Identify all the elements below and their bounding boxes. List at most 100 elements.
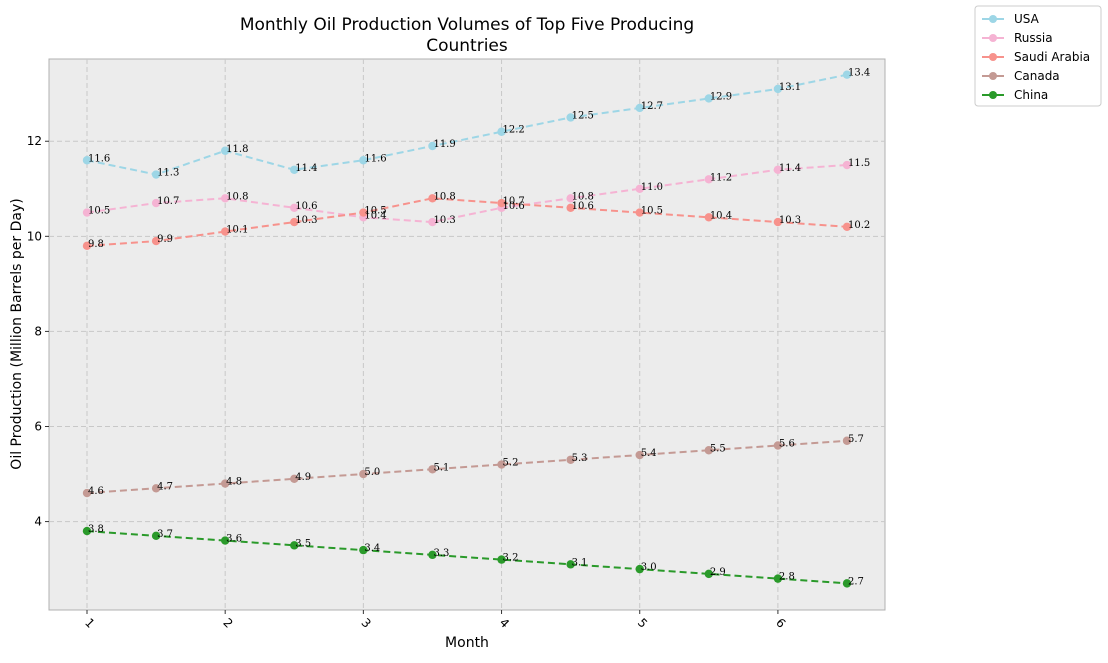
legend-item-saudi-arabia: Saudi Arabia [982,50,1090,64]
series-saudi-arabia [82,194,852,251]
data-point-saudi-arabia [773,217,783,227]
data-point-usa [497,127,506,136]
legend-item-canada: Canada [982,69,1060,83]
legend-marker-russia [989,34,997,42]
legend-marker-china [989,91,997,99]
data-point-usa [290,165,299,174]
data-point-usa [359,156,368,165]
data-point-usa [428,141,437,151]
data-label-russia: 10.6 [295,201,317,212]
data-label-usa: 11.8 [226,144,248,155]
data-label-saudi-arabia: 10.8 [433,191,455,202]
data-label-russia: 10.5 [88,206,110,217]
data-point-china [635,564,644,574]
data-point-saudi-arabia [151,236,161,246]
data-label-china: 3.6 [226,534,242,545]
data-point-saudi-arabia [82,241,92,251]
series-line-russia [86,164,848,224]
data-label-saudi-arabia: 10.3 [295,215,317,226]
legend-label-usa: USA [1014,12,1040,26]
data-label-saudi-arabia: 10.5 [364,206,386,217]
data-point-russia [428,217,437,227]
legend-marker-saudi-arabia [989,53,997,61]
data-point-canada [220,479,230,488]
data-point-russia [704,175,714,184]
data-label-russia: 11.5 [848,158,870,169]
data-point-china [220,536,230,545]
data-label-russia: 10.4 [364,210,386,221]
data-point-saudi-arabia [635,208,644,217]
data-label-saudi-arabia: 10.7 [503,196,525,207]
data-label-canada: 5.5 [710,443,726,454]
data-label-russia: 11.4 [779,163,801,174]
plot-area [48,58,886,611]
y-axis-label: Oil Production (Million Barrels per Day) [9,198,25,469]
data-label-canada: 4.7 [157,481,173,492]
data-label-china: 3.7 [157,529,173,540]
data-label-china: 3.3 [433,548,449,559]
data-label-russia: 10.7 [157,196,179,207]
series-layer [82,70,852,588]
x-tick-label: 6 [773,616,788,631]
data-label-china: 3.8 [88,524,104,535]
data-label-canada: 4.9 [295,472,311,483]
series-usa [82,70,852,179]
data-point-usa [566,113,575,122]
data-point-china [497,555,506,564]
data-point-china [359,545,368,555]
data-label-canada: 5.3 [572,453,588,464]
data-label-china: 3.0 [641,562,657,573]
data-label-usa: 12.9 [710,91,732,102]
data-point-canada [290,474,299,483]
data-label-saudi-arabia: 10.6 [572,201,594,212]
data-label-russia: 10.6 [503,201,525,212]
data-label-russia: 10.3 [433,215,455,226]
data-point-usa [151,170,161,179]
data-point-russia [635,184,644,193]
data-point-saudi-arabia [566,203,575,213]
data-label-saudi-arabia: 9.8 [88,239,104,250]
data-label-usa: 13.1 [779,82,801,93]
data-point-usa [635,103,644,113]
data-point-saudi-arabia [497,198,506,208]
data-point-russia [773,165,783,174]
data-label-canada: 5.1 [433,462,449,473]
data-label-china: 3.1 [572,557,588,568]
legend-item-russia: Russia [982,31,1053,45]
data-label-china: 3.4 [364,543,380,554]
data-label-russia: 11.0 [641,182,663,193]
legend-label-saudi-arabia: Saudi Arabia [1014,50,1090,64]
data-label-usa: 11.4 [295,163,317,174]
data-label-saudi-arabia: 9.9 [157,234,173,245]
data-label-russia: 10.8 [572,191,594,202]
data-point-russia [842,160,852,170]
data-label-canada: 4.8 [226,477,242,488]
data-point-usa [704,94,714,103]
x-tick-label: 3 [359,616,374,631]
data-point-usa [220,146,230,155]
data-point-saudi-arabia [842,222,852,232]
data-point-saudi-arabia [220,227,230,236]
data-point-china [566,560,575,569]
chart-title-line-2: Countries [426,36,508,56]
data-point-usa [842,70,852,79]
data-point-saudi-arabia [290,217,299,227]
data-label-china: 2.7 [848,576,864,587]
data-point-russia [151,198,161,208]
chart-title-line-1: Monthly Oil Production Volumes of Top Fi… [240,15,694,35]
data-point-russia [290,203,299,213]
legend-label-china: China [1014,88,1048,102]
data-point-russia [220,194,230,203]
data-label-usa: 11.3 [157,168,179,179]
y-tick-label: 6 [34,419,42,433]
legend: USA Russia Saudi Arabia Canada China [974,5,1102,107]
data-point-russia [82,208,92,217]
x-tick-label: 2 [220,616,235,631]
data-point-canada [82,488,92,498]
data-point-china [773,574,783,583]
data-point-saudi-arabia [359,208,368,217]
data-label-china: 2.8 [779,572,795,583]
x-axis-ticks: 1 2 3 4 5 6 [82,610,788,631]
